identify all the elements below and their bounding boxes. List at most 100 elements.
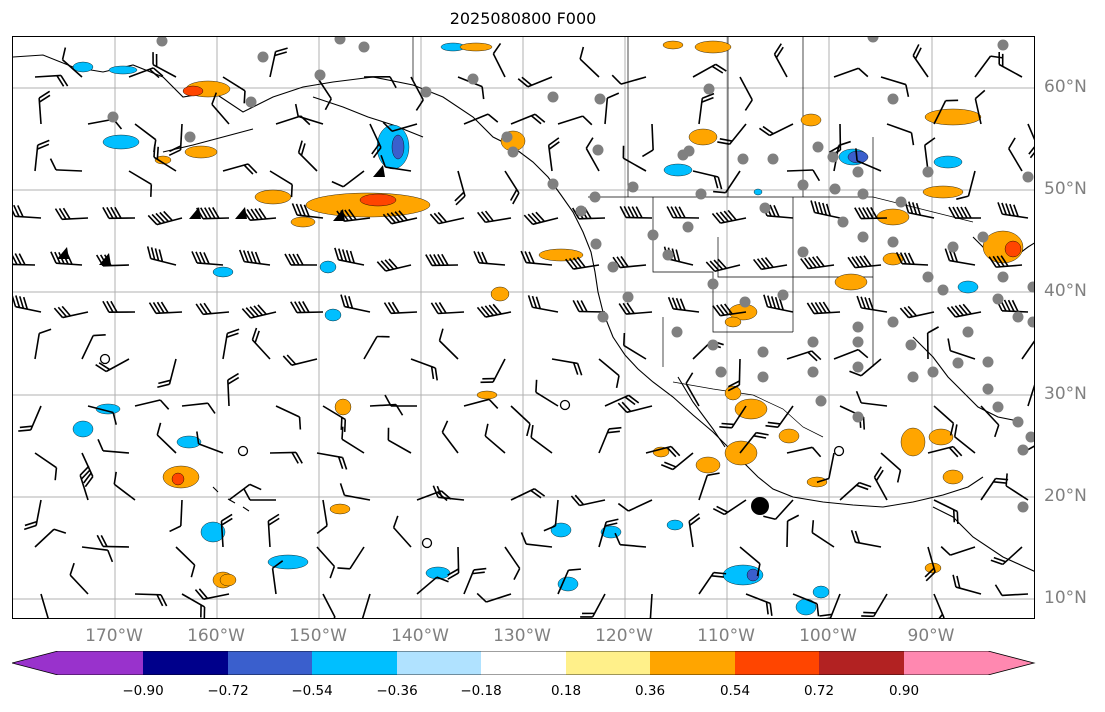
- wind-barb: [147, 210, 183, 226]
- wind-barb: [873, 466, 888, 501]
- wind-barb: [429, 211, 465, 225]
- wind-barb: [102, 206, 136, 220]
- station-dot: [420, 86, 432, 98]
- station-dot: [547, 178, 559, 190]
- station-dot: [467, 73, 479, 85]
- contour-blob: [476, 390, 498, 400]
- wind-barb: [953, 424, 976, 454]
- station-dot: [607, 261, 619, 273]
- wind-barb: [480, 358, 506, 384]
- station-dot: [314, 69, 326, 81]
- wind-barb: [69, 562, 89, 595]
- wind-barb: [322, 405, 347, 432]
- wind-barb: [146, 246, 177, 266]
- wind-barb: [294, 103, 324, 125]
- station-dot: [807, 336, 819, 348]
- wind-barb: [535, 379, 559, 407]
- wind-barb: [547, 137, 560, 172]
- wind-barb: [997, 202, 1029, 219]
- contour-blob: [800, 113, 822, 127]
- wind-barb: [711, 209, 747, 224]
- contour-blob: [557, 576, 579, 592]
- wind-barb: [622, 332, 647, 360]
- map-panel[interactable]: [12, 36, 1035, 619]
- wind-barb: [1008, 137, 1023, 172]
- contour-blob: [688, 128, 718, 146]
- station-dot: [852, 411, 864, 423]
- station-dot: [977, 231, 989, 243]
- wind-barb: [946, 303, 982, 318]
- station-dot: [992, 401, 1004, 413]
- lat-label: 30°N: [1044, 384, 1087, 404]
- station-dot: [707, 278, 719, 290]
- wind-barb: [745, 593, 773, 616]
- wind-barb: [604, 394, 640, 407]
- station-dot: [922, 271, 934, 283]
- calm-wind-circle: [559, 399, 571, 411]
- wind-barb: [604, 92, 620, 125]
- station-dot: [682, 221, 694, 233]
- station-dot: [594, 93, 606, 105]
- station-dot: [927, 366, 939, 378]
- wind-barb: [153, 144, 177, 172]
- contour-blob: [753, 188, 763, 196]
- lat-label: 60°N: [1044, 77, 1087, 97]
- wind-barb: [97, 439, 130, 454]
- wind-barb: [692, 170, 723, 190]
- wind-barb: [816, 452, 835, 483]
- wind-barb: [382, 210, 418, 225]
- wind-barb: [196, 431, 224, 454]
- coastlines: [13, 54, 1034, 572]
- wind-barb: [425, 253, 459, 267]
- station-dot: [837, 216, 849, 228]
- colorbar-outline: [12, 651, 1036, 675]
- calm-wind-circle: [237, 445, 249, 457]
- wind-barb: [617, 401, 653, 414]
- wind-barb: [416, 576, 449, 595]
- station-dot: [1022, 171, 1034, 183]
- wind-barb: [752, 256, 788, 271]
- wind-barb: [275, 115, 311, 126]
- wind-barb: [484, 423, 506, 454]
- station-dot: [737, 153, 749, 165]
- storm-marker: [751, 497, 769, 515]
- station-dot: [662, 249, 674, 261]
- contour-blob: [102, 134, 140, 150]
- wind-barb: [113, 471, 136, 501]
- wind-barb: [339, 483, 371, 501]
- wind-barb: [13, 204, 42, 219]
- wind-barb: [222, 163, 258, 175]
- wind-barb: [792, 593, 820, 617]
- wind-barb: [598, 426, 622, 454]
- wind-barb: [152, 52, 177, 78]
- station-dot: [590, 238, 602, 250]
- wind-barb: [612, 255, 647, 269]
- contour-blob: [812, 585, 830, 599]
- colorbar-cell: [481, 651, 566, 675]
- wind-barb: [79, 465, 91, 501]
- wind-barb: [712, 303, 747, 317]
- wind-barb: [243, 488, 276, 501]
- wind-barb: [912, 44, 929, 78]
- contour-blob: [666, 519, 684, 531]
- wind-barb: [430, 301, 465, 315]
- wind-barb: [944, 248, 976, 266]
- wind-barb: [811, 520, 835, 548]
- contour-blob: [108, 65, 138, 75]
- wind-barb: [974, 89, 986, 125]
- wind-barb: [134, 399, 170, 410]
- wind-barb: [520, 250, 553, 266]
- wind-barb: [504, 546, 521, 580]
- wind-barb: [341, 426, 365, 454]
- station-dot: [647, 229, 659, 241]
- station-dot: [992, 293, 1004, 305]
- wind-barb: [473, 251, 506, 266]
- wind-barb: [988, 255, 1023, 268]
- wind-barb: [739, 546, 761, 577]
- colorbar-tick-label: 0.18: [550, 683, 582, 699]
- wind-barb: [227, 372, 240, 407]
- station-dot: [852, 361, 864, 373]
- central-america-coast: [932, 506, 1034, 572]
- wind-barb: [196, 207, 230, 220]
- gulf-coast: [912, 336, 1024, 423]
